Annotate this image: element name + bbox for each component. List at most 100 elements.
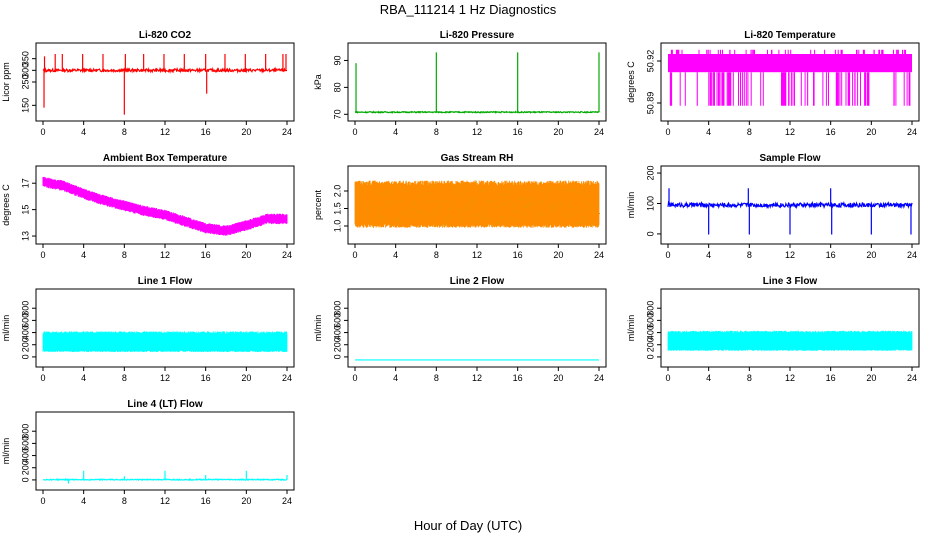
plot-title-ambient: Ambient Box Temperature [103,153,228,164]
y-tick-label-temperature: 50.89 [645,92,655,115]
x-tick-label-sample: 24 [907,250,917,260]
y-tick-label-sample: 0 [645,231,655,236]
x-tick-label-line4: 24 [282,496,292,506]
x-tick-label-pressure: 4 [393,127,398,137]
plot-title-line2: Line 2 Flow [450,276,505,287]
plot-frame-ambient [35,165,295,245]
plot-frame-line1 [35,288,295,368]
x-tick-label-line1: 20 [241,373,251,383]
y-tick-label-line3: 400 [645,325,655,340]
x-tick-label-sample: 20 [866,250,876,260]
x-tick-label-line2: 12 [472,373,482,383]
x-tick-label-line2: 0 [352,373,357,383]
y-tick-label-co2: 150 [20,98,30,113]
y-tick-label-line2: 600 [332,313,342,328]
y-tick-label-line1: 0 [20,354,30,359]
y-tick-label-sample: 100 [645,196,655,211]
y-tick-label-line2: 200 [332,337,342,352]
series-band-rh [354,180,600,228]
chart-line2: Line 2 Flow ml/min 0 4 8 12 16 20 24 0 20040060080… [313,276,607,383]
figure-title: RBA_111214 1 Hz Diagnostics [379,2,557,17]
series-line-pressure [355,110,600,114]
y-tick-label-line3: 800 [645,301,655,316]
x-tick-label-rh: 12 [472,250,482,260]
y-tick-label-rh: 2.0 [332,185,342,198]
x-tick-label-ambient: 12 [160,250,170,260]
x-tick-label-co2: 24 [282,127,292,137]
x-tick-label-sample: 0 [665,250,670,260]
x-tick-label-pressure: 0 [352,127,357,137]
y-tick-label-ambient: 13 [20,231,30,241]
y-axis-label-temperature: degrees C [626,61,636,103]
x-tick-label-sample: 4 [706,250,711,260]
y-tick-label-line1: 200 [20,337,30,352]
y-tick-label-sample: 200 [645,166,655,181]
chart-ambient: Ambient Box Temperature degrees C 0 4 8 12 16 2… [1,153,295,260]
x-tick-label-line2: 24 [594,373,604,383]
y-axis-label-sample: ml/min [626,192,636,219]
x-tick-label-line1: 12 [160,373,170,383]
x-tick-label-line2: 16 [513,373,523,383]
x-tick-label-line3: 24 [907,373,917,383]
y-tick-label-rh: 1.0 [332,220,342,233]
y-tick-label-co2: 300 [20,63,30,78]
y-tick-label-line3: 200 [645,337,655,352]
series-band-temperature [668,54,912,73]
x-tick-label-temperature: 24 [907,127,917,137]
x-tick-label-pressure: 24 [594,127,604,137]
y-tick-label-ambient: 17 [20,178,30,188]
x-tick-label-ambient: 24 [282,250,292,260]
x-tick-label-line3: 16 [826,373,836,383]
x-tick-label-line1: 16 [201,373,211,383]
series-band-ambient [42,176,288,236]
x-tick-label-rh: 20 [553,250,563,260]
chart-line3: Line 3 Flow ml/min 0 4 8 12 16 20 24 0 20040060080… [626,276,920,383]
series-band-line3 [667,330,913,351]
x-tick-label-line1: 0 [40,373,45,383]
chart-rh: Gas Stream RH percent 0 4 8 12 16 20 24 1.0 1.5 2.0 [313,153,607,260]
y-tick-label-line2: 400 [332,325,342,340]
x-tick-label-co2: 16 [201,127,211,137]
x-tick-label-sample: 16 [826,250,836,260]
y-tick-label-ambient: 15 [20,205,30,215]
x-tick-label-line3: 4 [706,373,711,383]
x-tick-label-sample: 12 [785,250,795,260]
x-tick-label-rh: 16 [513,250,523,260]
y-tick-label-line3: 0 [645,354,655,359]
plot-frame-pressure [347,42,607,122]
plot-frame-co2 [35,42,295,122]
y-tick-label-line4: 800 [20,424,30,439]
plot-title-line1: Line 1 Flow [138,276,193,287]
chart-co2: Li-820 CO2 Licor ppm 0 4 8 12 16 20 24 150 2503003… [1,30,295,137]
y-tick-label-line4: 200 [20,460,30,475]
x-tick-label-co2: 0 [40,127,45,137]
y-axis-label-rh: percent [313,189,323,220]
chart-pressure: Li-820 Pressure kPa 0 4 8 12 16 20 24 70 80 90 [313,30,607,137]
plot-title-line3: Line 3 Flow [763,276,818,287]
x-tick-label-line4: 16 [201,496,211,506]
chart-line1: Line 1 Flow ml/min 0 4 8 12 16 20 24 0 20040060080… [1,276,295,383]
y-tick-label-line3: 600 [645,313,655,328]
x-tick-label-line4: 0 [40,496,45,506]
x-tick-label-line3: 0 [665,373,670,383]
plot-frame-line3 [660,288,920,368]
x-tick-label-temperature: 8 [747,127,752,137]
x-tick-label-rh: 24 [594,250,604,260]
figure-xlabel: Hour of Day (UTC) [413,518,523,533]
x-tick-label-line3: 8 [747,373,752,383]
x-tick-label-rh: 4 [393,250,398,260]
series-dips-temperature [669,72,911,106]
x-tick-label-sample: 8 [747,250,752,260]
x-tick-label-pressure: 16 [513,127,523,137]
x-tick-label-co2: 20 [241,127,251,137]
x-tick-label-temperature: 20 [866,127,876,137]
x-tick-label-pressure: 20 [553,127,563,137]
x-tick-label-rh: 0 [352,250,357,260]
x-tick-label-ambient: 0 [40,250,45,260]
x-tick-label-ambient: 16 [201,250,211,260]
x-tick-label-rh: 8 [434,250,439,260]
y-tick-label-pressure: 70 [332,109,342,119]
x-tick-label-line3: 20 [866,373,876,383]
series-band-line1 [42,331,288,352]
